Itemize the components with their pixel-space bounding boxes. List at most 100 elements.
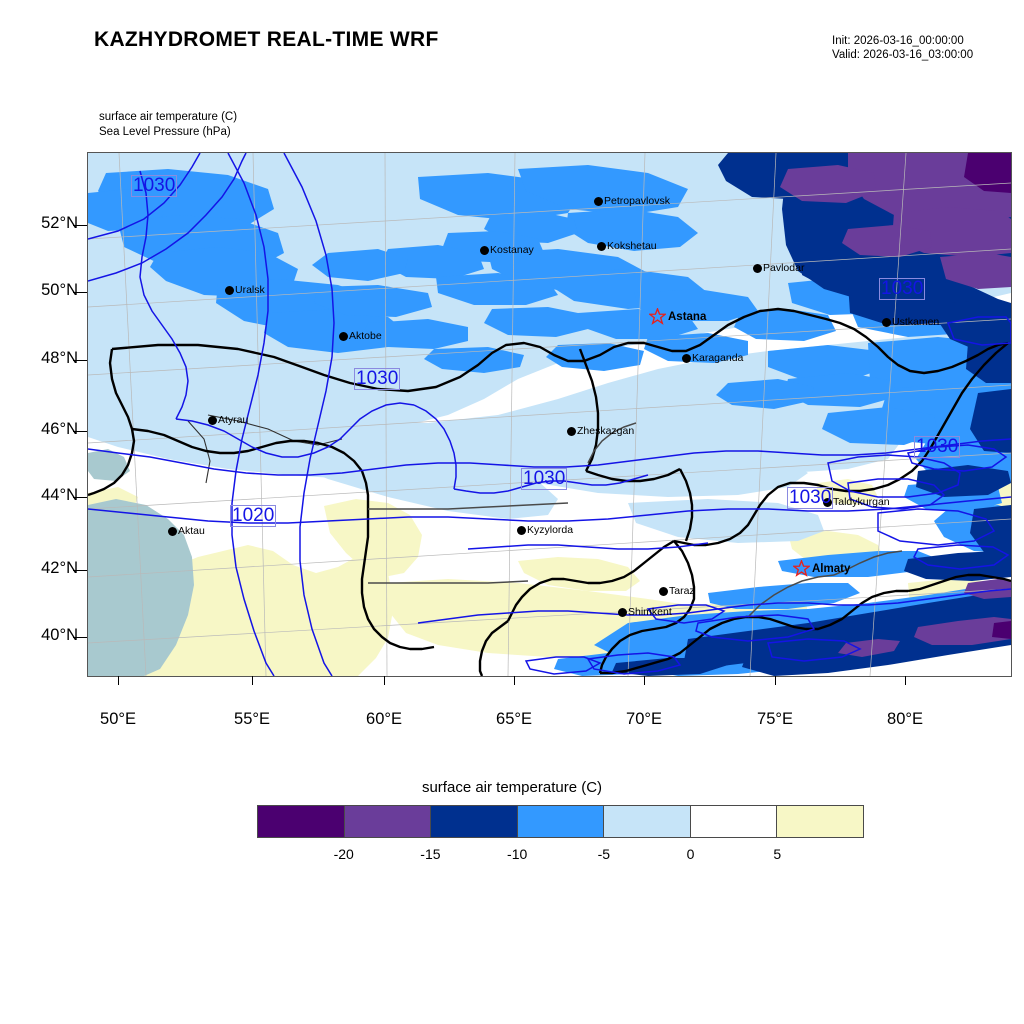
- weather-map: [87, 152, 1012, 677]
- city-dot-icon: [682, 353, 691, 363]
- city-marker: Aktau: [168, 525, 205, 537]
- longitude-tick-label: 50°E: [100, 710, 136, 728]
- city-dot-icon: [567, 426, 576, 436]
- field-pressure-label: Sea Level Pressure (hPa): [99, 126, 231, 138]
- city-label: Uralsk: [235, 284, 265, 296]
- city-marker: Karaganda: [682, 352, 743, 364]
- city-dot-icon: [882, 317, 891, 327]
- city-label: Pavlodar: [763, 262, 805, 274]
- city-dot-icon: [339, 331, 348, 341]
- colorbar-tick-label: 5: [773, 846, 782, 862]
- city-dot-icon: [753, 263, 762, 273]
- colorbar-tick-label: -10: [507, 846, 528, 862]
- longitude-tick-mark: [384, 676, 385, 685]
- isobar-label: 1030: [914, 436, 961, 458]
- longitude-tick-mark: [252, 676, 253, 685]
- latitude-tick-mark: [73, 225, 87, 226]
- field-description: surface air temperature (C) Sea Level Pr…: [99, 110, 237, 140]
- latitude-tick-mark: [73, 431, 87, 432]
- longitude-tick-label: 75°E: [757, 710, 793, 728]
- latitude-tick-mark: [73, 360, 87, 361]
- city-label: Taldykurgan: [833, 496, 890, 508]
- city-label: Petropavlovsk: [604, 195, 670, 207]
- colorbar-segment: [343, 806, 431, 837]
- city-marker: Zheskazgan: [567, 425, 634, 437]
- city-label: Taraz: [669, 585, 695, 597]
- init-time: Init: 2026-03-16_00:00:00: [832, 35, 964, 47]
- longitude-tick-label: 60°E: [366, 710, 402, 728]
- star-icon: [647, 306, 668, 325]
- city-dot-icon: [618, 607, 627, 617]
- city-dot-icon: [168, 526, 177, 536]
- city-dot-icon: [225, 285, 234, 295]
- capital-marker: Astana: [647, 306, 707, 325]
- city-marker: Atyrau: [208, 414, 248, 426]
- page-title: KAZHYDROMET REAL-TIME WRF: [94, 28, 439, 51]
- map-canvas: [88, 153, 1011, 676]
- city-dot-icon: [517, 525, 526, 535]
- colorbar-tick-label: -15: [420, 846, 441, 862]
- city-marker: Aktobe: [339, 330, 382, 342]
- latitude-tick-mark: [73, 637, 87, 638]
- isobar-label: 1030: [521, 468, 568, 490]
- valid-time: Valid: 2026-03-16_03:00:00: [832, 49, 974, 61]
- latitude-tick-label: 40°N: [41, 626, 78, 644]
- colorbar-segment: [776, 806, 864, 837]
- isobar-label: 1020: [230, 505, 277, 527]
- city-marker: Kyzylorda: [517, 524, 573, 536]
- latitude-tick-label: 50°N: [41, 281, 78, 299]
- latitude-tick-label: 42°N: [41, 559, 78, 577]
- model-run-info: Init: 2026-03-16_00:00:00 Valid: 2026-03…: [832, 34, 973, 62]
- city-marker: Petropavlovsk: [594, 195, 670, 207]
- city-marker: Ustkamen: [882, 316, 939, 328]
- city-label: Zheskazgan: [577, 425, 635, 437]
- colorbar-segments: [257, 805, 864, 838]
- city-dot-icon: [480, 245, 489, 255]
- capital-marker: Almaty: [791, 558, 851, 577]
- star-icon: [791, 558, 812, 577]
- colorbar-tick-label: -20: [333, 846, 354, 862]
- latitude-tick-mark: [73, 292, 87, 293]
- city-marker: Kokshetau: [597, 240, 657, 252]
- city-marker: Taldykurgan: [823, 496, 890, 508]
- latitude-tick-label: 48°N: [41, 349, 78, 367]
- latitude-tick-label: 52°N: [41, 214, 78, 232]
- city-label: Atyrau: [218, 414, 249, 426]
- capital-label: Almaty: [812, 562, 851, 575]
- city-label: Shimkent: [628, 606, 672, 618]
- colorbar-segment: [430, 806, 517, 837]
- city-label: Kyzylorda: [527, 524, 574, 536]
- colorbar-segment: [689, 806, 777, 837]
- longitude-tick-mark: [775, 676, 776, 685]
- longitude-tick-mark: [905, 676, 906, 685]
- city-dot-icon: [823, 497, 832, 507]
- colorbar: [257, 805, 864, 838]
- latitude-tick-mark: [73, 570, 87, 571]
- latitude-tick-label: 46°N: [41, 420, 78, 438]
- city-dot-icon: [597, 241, 606, 251]
- colorbar-title: surface air temperature (C): [421, 779, 603, 796]
- longitude-tick-mark: [118, 676, 119, 685]
- city-label: Ustkamen: [892, 316, 940, 328]
- city-marker: Uralsk: [225, 284, 265, 296]
- city-marker: Pavlodar: [753, 262, 804, 274]
- city-label: Aktobe: [349, 330, 382, 342]
- city-marker: Shimkent: [618, 606, 672, 618]
- isobar-label: 1030: [787, 487, 834, 509]
- isobar-label: 1030: [354, 368, 401, 390]
- city-marker: Taraz: [659, 585, 695, 597]
- longitude-tick-label: 65°E: [496, 710, 532, 728]
- isobar-label: 1030: [131, 175, 178, 197]
- colorbar-segment: [258, 806, 344, 837]
- longitude-tick-mark: [644, 676, 645, 685]
- colorbar-segment: [603, 806, 690, 837]
- map-frame: [87, 152, 1012, 677]
- city-label: Karaganda: [692, 352, 744, 364]
- city-label: Aktau: [178, 525, 205, 537]
- latitude-tick-label: 44°N: [41, 486, 78, 504]
- city-label: Kostanay: [490, 244, 534, 256]
- city-dot-icon: [594, 196, 603, 206]
- latitude-tick-mark: [73, 497, 87, 498]
- longitude-tick-label: 80°E: [887, 710, 923, 728]
- capital-label: Astana: [668, 310, 707, 323]
